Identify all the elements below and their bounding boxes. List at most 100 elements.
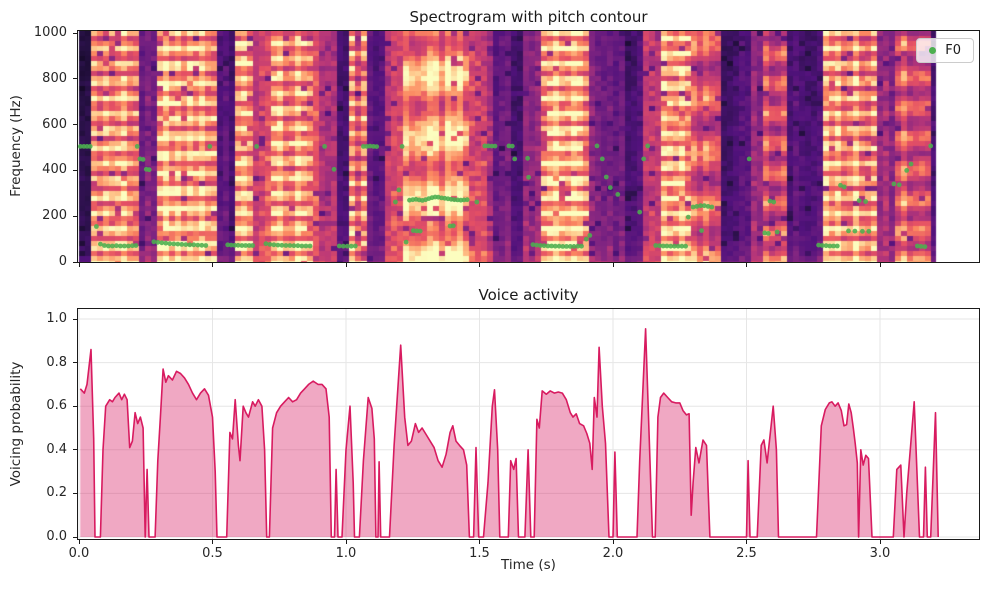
f0-point [709,204,715,210]
y-tick-label: 0.4 [46,441,67,457]
voicing-area-chart [78,309,979,539]
y-tick [73,492,77,494]
f0-point [399,144,405,149]
f0-point [179,242,185,247]
f0-point [275,242,281,248]
voicing-axis-label: Voicing probability [8,361,24,487]
y-tick-label: 600 [42,116,67,132]
f0-point [94,224,99,229]
f0-point [474,199,480,205]
f0-point [122,243,127,249]
y-tick [73,318,77,320]
f0-point [645,143,651,149]
y-tick [73,78,77,80]
time-axis-label: Time (s) [501,557,556,573]
y-tick-label: 200 [42,208,67,224]
f0-point [271,242,277,248]
f0-point [367,143,373,149]
x-tick [746,263,747,267]
f0-point [203,243,209,248]
f0-point [183,242,189,248]
f0-point [243,243,249,248]
f0-point [267,242,273,247]
y-tick [73,215,77,217]
f0-point [672,243,677,249]
x-tick [212,540,213,544]
f0-point [263,241,269,247]
f0-point [403,239,409,245]
f0-point [683,243,688,249]
f0-point [774,229,780,235]
f0-point [549,243,554,249]
f0-point [506,143,512,149]
f0-point [603,174,609,180]
y-tick-label: 1000 [33,25,67,40]
x-tick [78,263,80,267]
x-tick [879,540,881,544]
f0-point [698,203,703,209]
f0-point [579,243,584,249]
f0-point [583,236,589,242]
voice-activity-title: Voice activity [478,286,579,304]
f0-point [668,243,674,249]
y-tick [73,32,77,34]
f0-point [664,243,670,249]
f0-point [352,243,358,249]
f0-point [863,199,868,204]
f0-point [235,242,241,248]
y-tick [73,449,77,451]
f0-point [175,241,181,247]
y-tick [73,536,77,538]
f0-point [607,185,613,191]
f0-point [530,242,536,248]
f0-point [396,187,402,193]
f0-point [827,243,833,249]
f0-point [450,223,456,229]
f0-point [512,156,518,162]
f0-point [254,144,259,149]
x-tick [612,540,614,544]
y-tick-label: 0.2 [46,485,67,501]
f0-point [225,242,231,248]
f0-point [187,242,193,248]
f0-point [199,242,205,248]
f0-point [541,243,547,249]
f0-point [819,243,825,248]
y-tick [73,169,77,171]
f0-point [287,243,293,248]
f0-point [78,144,83,149]
f0-point [414,228,420,234]
f0-point [299,243,305,249]
f0-point [348,243,354,249]
f0-point [908,161,914,167]
x-tick-label: 2.5 [736,546,757,561]
f0-point [133,243,139,248]
spectrogram-image [78,31,979,262]
f0-point [866,228,872,234]
f0-point [860,228,865,234]
f0-point [675,243,681,249]
f0-point [239,243,245,248]
y-tick [73,362,77,364]
f0-point [823,243,829,249]
f0-point [834,243,840,249]
f0-point [918,244,924,249]
f0-point [534,242,539,248]
x-tick-label: 2.0 [602,546,624,561]
f0-point [653,243,659,248]
x-tick [345,263,347,267]
f0-point [482,143,488,149]
f0-point [567,244,573,249]
y-tick-label: 800 [42,70,67,86]
f0-point [552,243,558,249]
y-tick-label: 0.6 [46,398,67,414]
f0-point [766,231,771,236]
legend: F0 [916,38,974,63]
spectrogram-title: Spectrogram with pitch contour [409,8,648,26]
f0-point [922,244,928,250]
f0-point [207,144,213,149]
f0-point [171,241,177,247]
f0-point [102,243,107,248]
f0-point [322,144,327,149]
